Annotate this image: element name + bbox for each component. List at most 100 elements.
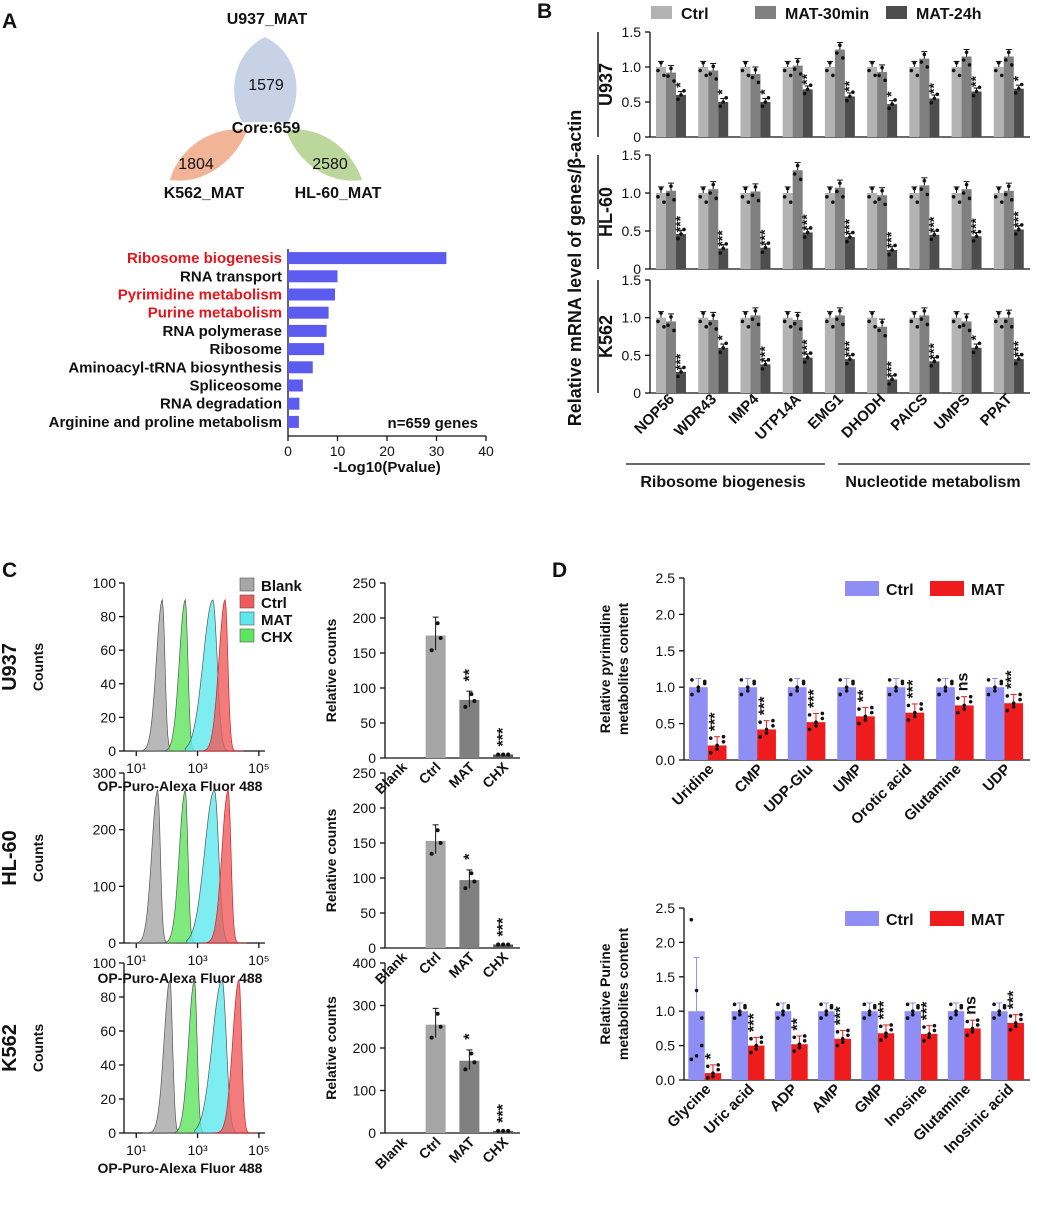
- bar-mat-30min: [877, 326, 888, 393]
- bar-mat: [459, 699, 480, 758]
- data-point: [999, 200, 1004, 204]
- data-point: [912, 186, 917, 191]
- data-point: [746, 73, 751, 78]
- tick-label-y: 60: [100, 1023, 116, 1039]
- data-point: [880, 320, 884, 324]
- tick-label-y: 250: [353, 575, 377, 591]
- bar-ctrl: [886, 687, 906, 760]
- tick-label-y: 1.0: [656, 1003, 676, 1019]
- data-point: [696, 685, 701, 689]
- data-point: [970, 1030, 975, 1034]
- data-point: [689, 917, 694, 922]
- y-axis-label: Relative mRNA level of genes/β-actin: [565, 110, 585, 426]
- bar-ctrl: [740, 317, 751, 393]
- data-point: [857, 721, 861, 726]
- data-point: [746, 200, 751, 204]
- data-point: [1005, 708, 1010, 713]
- data-point: [851, 352, 855, 357]
- category-label: GMP: [851, 1081, 887, 1117]
- bar-ctrl: [951, 317, 962, 393]
- data-point: [506, 752, 511, 757]
- tick-label-x: 0: [284, 443, 292, 459]
- data-point: [935, 228, 940, 233]
- data-point: [795, 689, 799, 693]
- data-point: [679, 232, 683, 236]
- data-point: [1018, 692, 1022, 697]
- bar-mat: [1007, 1022, 1024, 1080]
- data-point: [740, 68, 745, 73]
- data-point: [1009, 324, 1014, 329]
- data-point: [909, 195, 914, 199]
- y-axis-label: Counts: [30, 1024, 46, 1072]
- data-point: [766, 96, 771, 100]
- sig-label: **: [841, 80, 857, 91]
- histogram-ctrl: [200, 788, 247, 944]
- data-point: [705, 1076, 710, 1080]
- data-point: [429, 648, 434, 653]
- data-point: [672, 79, 676, 83]
- data-point: [975, 1018, 980, 1022]
- data-point: [792, 321, 797, 326]
- data-point: [887, 106, 891, 111]
- data-point: [937, 692, 941, 697]
- gene-label: PAICS: [888, 391, 932, 435]
- data-point: [1019, 223, 1024, 227]
- bar-mat-24h: [971, 236, 982, 269]
- data-point: [798, 327, 803, 331]
- data-point: [689, 1057, 694, 1062]
- data-point: [841, 56, 845, 60]
- data-point: [802, 91, 807, 96]
- data-point: [877, 197, 881, 201]
- bar-ctrl: [824, 193, 835, 269]
- data-point: [863, 718, 868, 722]
- sig-label: ***: [968, 218, 984, 235]
- data-point: [905, 1002, 910, 1007]
- data-point: [698, 319, 703, 324]
- gene-label: UTP14A: [752, 391, 805, 444]
- data-point: [961, 323, 966, 328]
- bar-mat-24h: [802, 357, 813, 393]
- tick-label-y: 40: [100, 676, 116, 692]
- data-point: [1009, 198, 1014, 202]
- data-point: [435, 1011, 440, 1016]
- cell-label: K562: [0, 1024, 21, 1072]
- bar-mat-24h: [887, 379, 898, 393]
- legend-label: Ctrl: [886, 912, 914, 929]
- category-label: AMP: [809, 1081, 845, 1117]
- bar-mat-24h: [760, 247, 771, 269]
- data-point: [993, 689, 997, 693]
- data-point: [750, 75, 755, 80]
- data-point: [708, 191, 713, 195]
- bar-mat-24h: [887, 104, 898, 137]
- bar-pathway: [288, 288, 336, 301]
- bar-mat-30min: [666, 321, 676, 393]
- data-point: [1019, 1017, 1023, 1022]
- tick-label-y: 0: [633, 261, 641, 277]
- data-point: [1019, 352, 1024, 357]
- tick-label-y: 2.0: [656, 934, 676, 950]
- bar-mat-30min: [666, 190, 676, 269]
- data-point: [711, 182, 716, 187]
- data-point: [798, 72, 803, 76]
- data-point: [805, 230, 810, 235]
- data-point: [863, 714, 868, 719]
- bar-pathway: [288, 306, 329, 319]
- data-point: [753, 68, 758, 72]
- pathway-label: Arginine and proline metabolism: [49, 414, 282, 431]
- data-point: [659, 61, 663, 65]
- data-point: [913, 714, 917, 719]
- legend-swatch: [845, 581, 879, 596]
- data-point: [825, 68, 829, 73]
- data-point: [949, 1002, 953, 1007]
- tick-label-x: 10: [330, 443, 346, 459]
- venn-count-u937: 1579: [248, 77, 284, 94]
- histogram-blank: [130, 788, 177, 944]
- data-point: [957, 200, 962, 204]
- tick-label-y: 100: [93, 878, 117, 894]
- tick-label-y: 2.5: [656, 570, 676, 586]
- gene-label: WDR43: [671, 391, 720, 440]
- data-point: [824, 1012, 829, 1017]
- legend-label: Ctrl: [886, 582, 914, 599]
- data-point: [862, 1016, 867, 1020]
- y-axis-label-2: metabolites content: [615, 603, 631, 736]
